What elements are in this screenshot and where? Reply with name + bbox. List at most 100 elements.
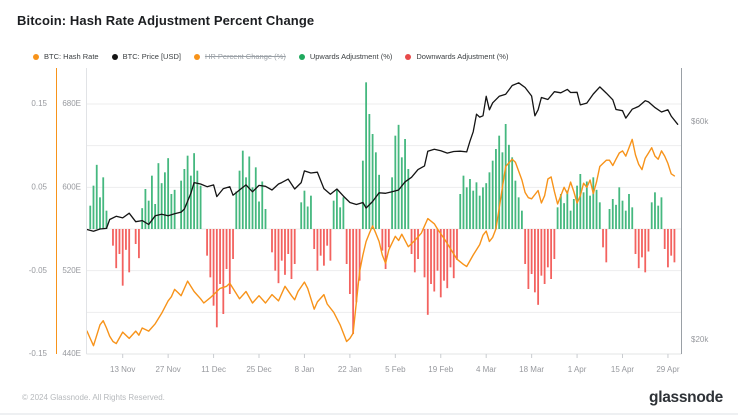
percent-axis-label: 0.05 <box>31 182 47 191</box>
upward-adjustment-bar <box>261 181 264 229</box>
downward-adjustment-bar <box>219 229 221 284</box>
downward-adjustment-bar <box>319 229 322 256</box>
upward-adjustment-bar <box>514 180 517 229</box>
upward-adjustment-bar <box>504 124 507 229</box>
price-axis-label: $20k <box>691 335 709 344</box>
upward-adjustment-bar <box>621 200 624 229</box>
downward-adjustment-bar <box>290 229 293 279</box>
x-tick-label: 29 Apr <box>656 365 679 374</box>
chart-legend: BTC: Hash Rate BTC: Price [USD] HR Percent… <box>33 52 508 61</box>
legend-dot-icon <box>405 53 412 60</box>
downward-adjustment-bar <box>524 229 527 264</box>
legend-item-label: Downwards Adjustment (%) <box>416 52 509 61</box>
upward-adjustment-bar <box>654 192 656 229</box>
upward-adjustment-bar <box>310 195 312 229</box>
upward-adjustment-bar <box>465 187 468 229</box>
downward-adjustment-bar <box>115 229 118 269</box>
upward-adjustment-bar <box>167 158 170 229</box>
upward-adjustment-bar <box>572 199 575 229</box>
downward-adjustment-bar <box>423 229 426 278</box>
downward-adjustment-bar <box>358 229 361 281</box>
x-tick-label: 15 Apr <box>611 365 634 374</box>
upward-adjustment-bar <box>89 205 92 229</box>
downward-adjustment-bar <box>277 229 280 284</box>
downward-adjustment-bar <box>673 229 676 263</box>
upward-adjustment-bar <box>144 189 147 229</box>
legend-item-label: HR Percent Change (%) <box>204 52 286 61</box>
downward-adjustment-bar <box>121 229 124 286</box>
downward-adjustment-bar <box>647 229 650 252</box>
upward-adjustment-bar <box>300 202 303 229</box>
legend-item-downwards-adjustment[interactable]: Downwards Adjustment (%) <box>405 52 508 61</box>
upward-adjustment-bar <box>264 209 267 229</box>
upward-adjustment-bar <box>511 157 514 229</box>
legend-dot-icon <box>33 53 39 60</box>
downward-adjustment-bar <box>550 229 553 279</box>
legend-dot-icon <box>193 53 200 60</box>
upward-adjustment-bar <box>491 160 494 229</box>
upward-adjustment-bar <box>469 179 471 229</box>
downward-adjustment-bar <box>212 229 215 306</box>
downward-adjustment-bar <box>355 229 358 303</box>
upward-adjustment-bar <box>163 172 166 229</box>
downward-adjustment-bar <box>326 229 329 246</box>
upward-adjustment-bar <box>660 197 663 229</box>
upward-adjustment-bar <box>336 189 338 229</box>
downward-adjustment-bar <box>436 229 439 271</box>
downward-adjustment-bar <box>118 229 121 254</box>
upward-adjustment-bar <box>306 206 309 229</box>
price-line <box>86 82 679 232</box>
downward-adjustment-bar <box>215 229 218 328</box>
upward-adjustment-bar <box>160 183 163 229</box>
upward-adjustment-bar <box>407 169 410 229</box>
downward-adjustment-bar <box>540 229 543 276</box>
legend-item-btc-hash-rate[interactable]: BTC: Hash Rate <box>33 52 99 61</box>
downward-adjustment-bar <box>670 229 673 256</box>
downward-adjustment-bar <box>209 229 212 278</box>
upward-adjustment-bar <box>566 190 569 229</box>
downward-adjustment-bar <box>323 229 325 266</box>
upward-adjustment-bar <box>235 191 238 229</box>
x-tick-label: 19 Feb <box>428 365 453 374</box>
upward-adjustment-bar <box>582 192 585 229</box>
legend-item-upwards-adjustment[interactable]: Upwards Adjustment (%) <box>298 52 393 61</box>
legend-item-label: Upwards Adjustment (%) <box>309 52 393 61</box>
downward-adjustment-bar <box>134 229 137 244</box>
upward-adjustment-bar <box>624 210 627 229</box>
downward-adjustment-bar <box>667 229 669 268</box>
legend-dot-icon <box>111 53 118 60</box>
downward-adjustment-bar <box>417 229 419 259</box>
upward-adjustment-bar <box>585 181 588 229</box>
x-tick-label: 5 Feb <box>385 365 406 374</box>
upward-adjustment-bar <box>520 210 523 229</box>
upward-adjustment-bar <box>180 180 183 229</box>
upward-adjustment-bar <box>141 208 144 229</box>
upward-adjustment-bar <box>339 207 342 229</box>
x-tick-label: 27 Nov <box>155 365 180 374</box>
downward-adjustment-bar <box>443 229 445 281</box>
upward-adjustment-bar <box>576 185 578 229</box>
upward-adjustment-bar <box>595 189 598 229</box>
hashrate-axis-label: 680E <box>62 99 81 108</box>
downward-adjustment-bar <box>527 229 530 289</box>
upward-adjustment-bar <box>173 189 176 229</box>
glassnode-logo: glassnode <box>649 389 723 406</box>
upward-adjustment-bar <box>378 174 380 229</box>
upward-adjustment-bar <box>199 185 202 229</box>
x-tick-label: 18 Mar <box>519 365 544 374</box>
upward-adjustment-bar <box>251 187 254 229</box>
downward-adjustment-bar <box>225 229 228 269</box>
upward-adjustment-bar <box>248 156 251 229</box>
downward-adjustment-bar <box>228 229 231 294</box>
downward-adjustment-bar <box>232 229 234 259</box>
upward-adjustment-bar <box>371 134 374 229</box>
downward-adjustment-bar <box>274 229 277 271</box>
upward-adjustment-bar <box>404 139 406 229</box>
legend-item-btc-price-usd[interactable]: BTC: Price [USD] <box>111 52 181 61</box>
x-tick-label: 8 Jan <box>295 365 315 374</box>
downward-adjustment-bar <box>329 229 332 261</box>
upward-adjustment-bar <box>92 185 95 229</box>
legend-item-hr-percent-change[interactable]: HR Percent Change (%) <box>193 52 286 61</box>
